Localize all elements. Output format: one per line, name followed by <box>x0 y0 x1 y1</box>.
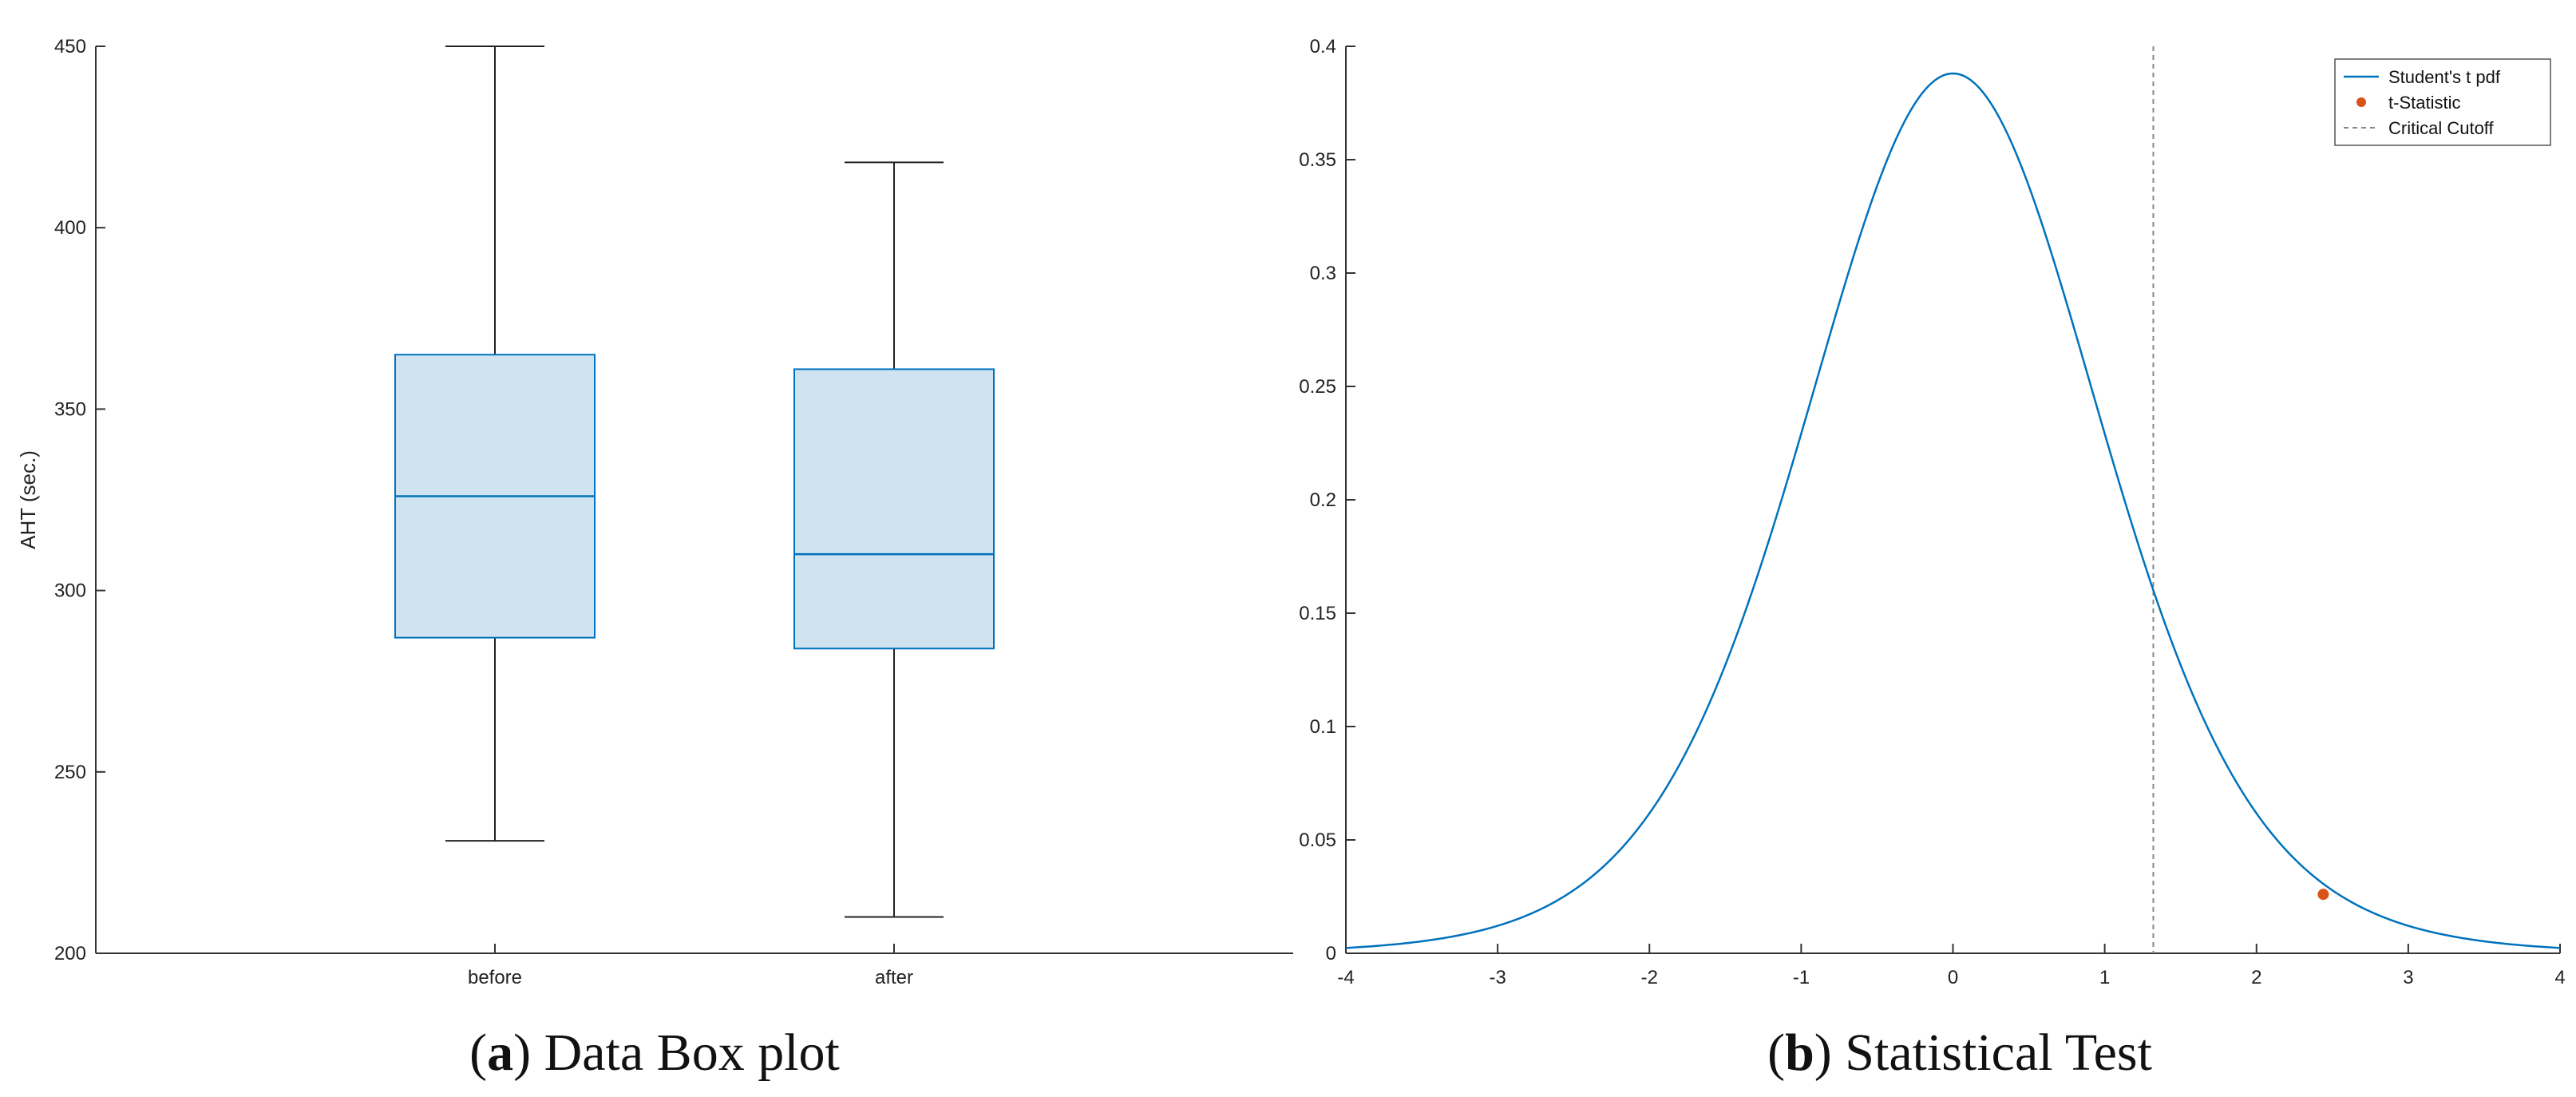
caption-b: (b) Statistical Test <box>1767 1024 2152 1082</box>
t-y-tick-label-6: 0.3 <box>1310 263 1336 284</box>
t-x-tick-label-8: 4 <box>2554 967 2565 988</box>
box-y-tick-label-2: 300 <box>54 580 86 602</box>
box-y-tick-label-4: 400 <box>54 217 86 239</box>
box-y-tick-label-5: 450 <box>54 36 86 57</box>
box-y-tick-label-3: 350 <box>54 398 86 420</box>
t-x-tick-label-7: 3 <box>2403 967 2413 988</box>
legend-point-swatch <box>2356 97 2366 107</box>
t-x-tick-label-0: -4 <box>1337 967 1354 988</box>
legend-entry-pdf: Student's t pdf <box>2388 67 2501 87</box>
caption-a-letter: a <box>487 1024 513 1082</box>
t-y-tick-label-7: 0.35 <box>1299 149 1336 171</box>
iqr-box-after <box>793 368 995 650</box>
legend-box <box>2334 58 2551 146</box>
legend-entry-critical-cutoff: Critical Cutoff <box>2388 118 2495 138</box>
t-x-tick-label-4: 0 <box>1948 967 1958 988</box>
t-x-tick-label-3: -1 <box>1793 967 1810 988</box>
box-plot-boxes <box>394 46 995 918</box>
t-y-tick-label-0: 0 <box>1326 943 1336 964</box>
t-plot-x-ticks: -4 -3 -2 -1 0 1 2 3 4 <box>1337 944 2566 988</box>
student-t-pdf-line <box>1345 72 2561 949</box>
t-y-tick-label-5: 0.25 <box>1299 376 1336 398</box>
caption-b-letter: b <box>1785 1024 1814 1082</box>
t-x-tick-label-1: -3 <box>1489 967 1506 988</box>
t-statistic-point <box>2317 889 2329 901</box>
legend: Student's t pdf t-Statistic Critical Cut… <box>2334 58 2551 146</box>
box-y-tick-label-0: 200 <box>54 943 86 964</box>
t-y-tick-label-1: 0.05 <box>1299 830 1336 851</box>
t-plot-y-ticks: 0 0.05 0.1 0.15 0.2 0.25 0.3 0.35 0.4 <box>1299 36 1355 964</box>
t-x-tick-label-2: -2 <box>1641 967 1658 988</box>
t-y-tick-label-3: 0.15 <box>1299 603 1336 624</box>
box-x-tick-label-after: after <box>875 967 913 988</box>
box-plot-x-ticks: before after <box>468 944 913 988</box>
t-distribution-chart: 0 0.05 0.1 0.15 0.2 0.25 0.3 0.35 0.4 -4 -3 -2 -1 0 1… <box>1299 36 2565 988</box>
t-y-tick-label-4: 0.2 <box>1310 489 1336 511</box>
t-x-tick-label-6: 2 <box>2251 967 2261 988</box>
t-y-tick-label-8: 0.4 <box>1310 36 1336 57</box>
t-x-tick-label-5: 1 <box>2099 967 2110 988</box>
box-after <box>793 161 995 918</box>
box-x-tick-label-before: before <box>468 967 522 988</box>
box-plot-y-axis-label: AHT (sec.) <box>16 450 40 549</box>
t-y-tick-label-2: 0.1 <box>1310 716 1336 738</box>
legend-entry-t-statistic: t-Statistic <box>2388 93 2460 113</box>
box-y-tick-label-1: 250 <box>54 762 86 783</box>
box-plot-y-ticks: 200 250 300 350 400 450 <box>54 36 105 964</box>
caption-a-text: Data Box plot <box>544 1024 840 1082</box>
box-plot-chart: 200 250 300 350 400 450 before after AHT (sec.… <box>16 36 1293 988</box>
box-before <box>394 46 596 842</box>
caption-b-text: Statistical Test <box>1845 1024 2152 1082</box>
caption-a: (a) Data Box plot <box>469 1024 840 1082</box>
